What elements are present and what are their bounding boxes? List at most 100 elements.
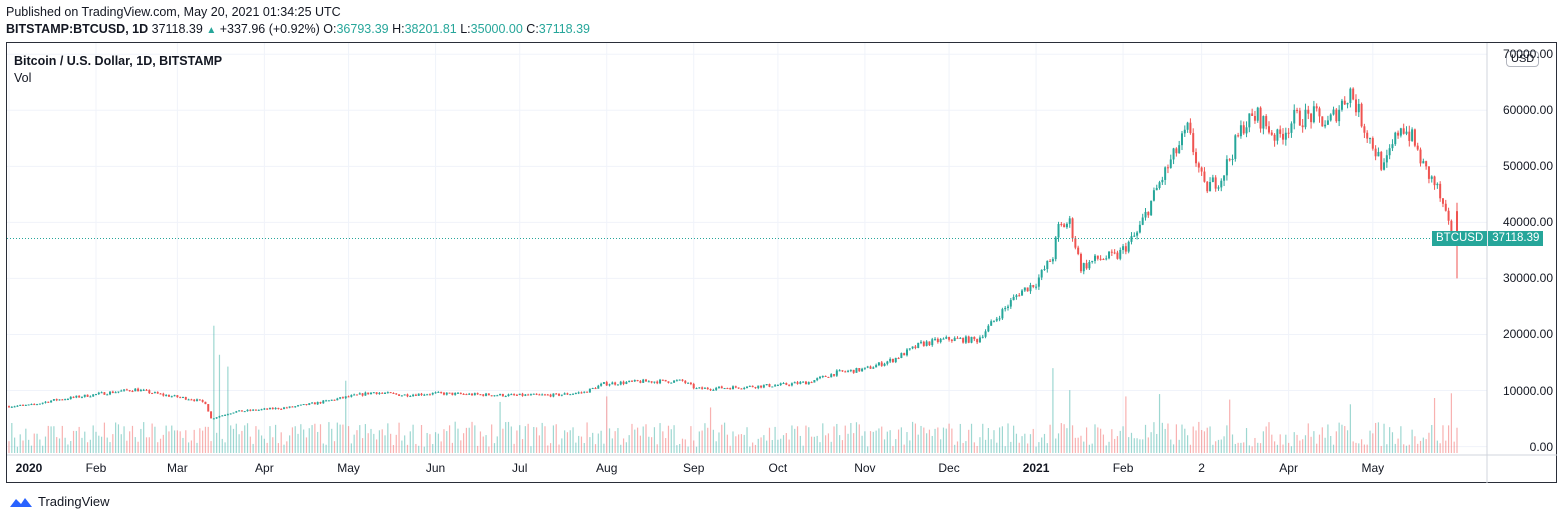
candle-body [1259, 107, 1262, 129]
volume-bar [266, 442, 268, 453]
candle-body [370, 392, 372, 395]
candle-body [1377, 151, 1380, 157]
candle-body [866, 366, 869, 368]
volume-bar [1130, 432, 1133, 453]
open-label: O: [323, 22, 337, 36]
volume-bar [864, 431, 866, 453]
volume-bar [1153, 422, 1155, 453]
candle-body [358, 393, 361, 395]
volume-bar [230, 425, 232, 453]
x-tick-label: Feb [1112, 461, 1134, 475]
candle-body [827, 376, 830, 378]
volume-bar [33, 433, 35, 453]
candle-body [552, 393, 555, 397]
volume-bar [1108, 441, 1110, 453]
candle-body [1228, 159, 1231, 161]
volume-bar [594, 444, 597, 453]
candle-body [1175, 148, 1178, 154]
candle-body [886, 361, 889, 364]
volume-bar [1052, 368, 1054, 453]
volume-bar [305, 437, 308, 453]
volume-bar [1304, 435, 1307, 453]
volume-bar [631, 423, 633, 453]
volume-bar [350, 443, 352, 453]
volume-bar [1282, 444, 1284, 453]
volume-bar [1316, 443, 1318, 453]
candle-body [1197, 163, 1200, 168]
volume-bar [1063, 424, 1065, 453]
currency-badge[interactable]: USD [1506, 51, 1540, 67]
candle-body [779, 383, 782, 386]
volume-bar [395, 434, 397, 453]
candle-body [1419, 149, 1422, 164]
volume-bar [1217, 439, 1220, 453]
candle-body [22, 404, 25, 406]
volume-bar [1299, 440, 1301, 453]
price-tag-symbol: BTCUSD [1432, 231, 1488, 246]
volume-bar [1335, 431, 1337, 453]
volume-bar [878, 428, 880, 453]
candle-body [1282, 133, 1285, 140]
volume-bar [1296, 434, 1298, 453]
candle-body [872, 367, 875, 369]
volume-bar [813, 436, 815, 453]
volume-bar [1074, 437, 1076, 453]
volume-bar [757, 438, 759, 453]
volume-bar [774, 426, 776, 453]
volume-bar [47, 425, 49, 453]
volume-bar [580, 436, 583, 453]
volume-bar [95, 431, 97, 453]
volume-bar [437, 433, 439, 453]
last-price: 37118.39 [151, 22, 203, 36]
candle-body [78, 395, 81, 398]
candle-body [1439, 183, 1442, 199]
candle-body [111, 391, 114, 393]
volume-bar [965, 441, 967, 453]
volume-bar [426, 432, 428, 453]
volume-bar [1161, 422, 1163, 453]
volume-bar [681, 438, 684, 453]
volume-bar [308, 428, 310, 453]
volume-bar [36, 433, 38, 453]
candle-body [493, 395, 496, 397]
footer-brand[interactable]: TradingView [8, 494, 110, 509]
candle-body [339, 397, 342, 399]
volume-bar [25, 428, 27, 453]
candle-body [650, 381, 653, 383]
volume-bar [1386, 444, 1388, 453]
volume-bar [1150, 432, 1152, 453]
candle-body [1253, 115, 1256, 121]
candle-body [341, 397, 344, 399]
candle-body [1352, 88, 1355, 100]
candle-body [931, 339, 934, 346]
candle-body [900, 353, 903, 358]
candle-body [246, 409, 249, 412]
candle-body [793, 382, 796, 384]
candle-body [465, 394, 468, 396]
candle-body [285, 407, 288, 409]
volume-bar [819, 442, 821, 453]
volume-bar [1377, 422, 1380, 453]
candle-body [605, 382, 608, 386]
candle-body [507, 394, 510, 397]
candle-body [153, 392, 156, 394]
candle-body [1312, 106, 1315, 123]
candle-body [232, 412, 235, 414]
volume-bar [954, 444, 956, 453]
volume-bar [1453, 441, 1455, 453]
candle-body [1265, 116, 1268, 127]
candle-body [835, 370, 838, 376]
volume-bar [1391, 432, 1394, 453]
candle-body [1071, 218, 1074, 239]
volume-bar [1349, 404, 1351, 453]
candle-body [1402, 128, 1405, 134]
volume-bar [1136, 438, 1138, 453]
volume-bar [928, 429, 931, 453]
candle-body [1256, 107, 1259, 121]
y-tick-label: 30000.00 [1502, 271, 1553, 286]
volume-bar [1330, 436, 1332, 453]
candle-body [1077, 247, 1080, 254]
candle-body [706, 387, 709, 390]
candle-body [970, 336, 973, 343]
